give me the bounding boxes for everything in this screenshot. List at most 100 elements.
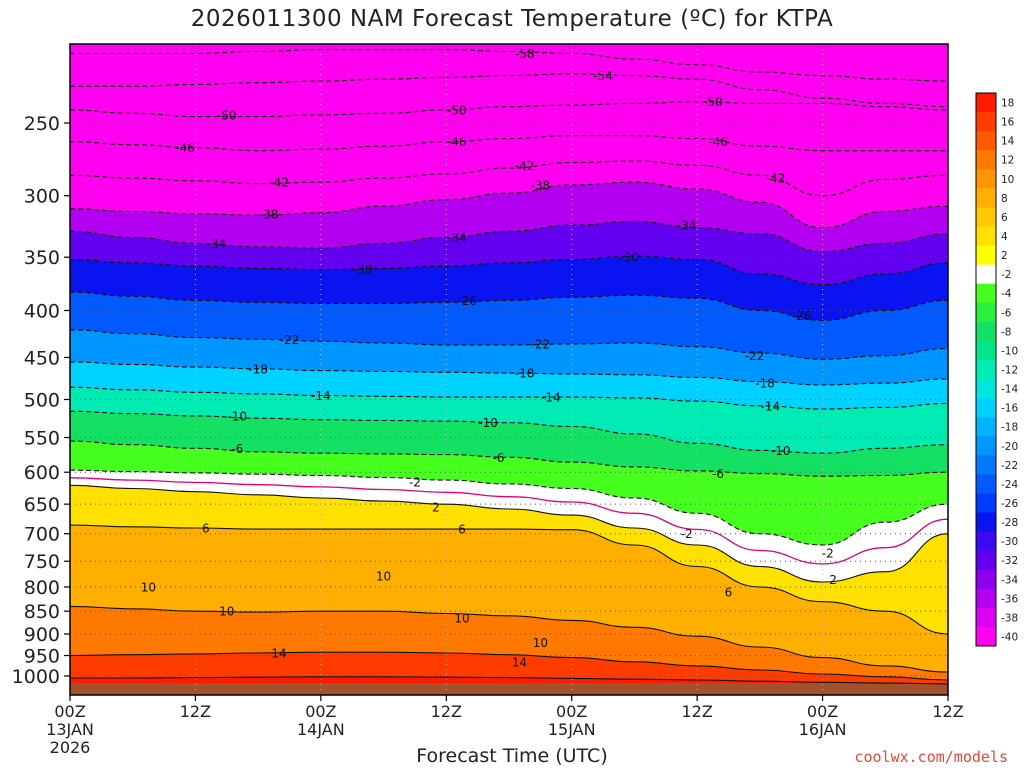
- contour-label: -46: [708, 135, 728, 149]
- colorbar-label: -26: [1001, 498, 1018, 510]
- colorbar-cell: [976, 417, 996, 437]
- x-tick-label: 16JAN: [799, 720, 847, 739]
- contour-label: -26: [457, 294, 477, 308]
- y-tick-label: 800: [24, 577, 60, 599]
- contour-label: -10: [227, 409, 247, 423]
- colorbar-cell: [976, 512, 996, 533]
- colorbar-label: -40: [1001, 631, 1018, 643]
- colorbar-label: -34: [1001, 574, 1018, 586]
- band--10: [70, 411, 948, 477]
- colorbar-cell: [976, 550, 996, 571]
- isotherm-18: [70, 676, 949, 685]
- isotherm-6: [69, 524, 949, 635]
- contour-label: -34: [447, 231, 467, 245]
- colorbar-label: 14: [1001, 136, 1015, 148]
- contour-label: 2: [432, 501, 440, 515]
- colorbar-label: -18: [1001, 422, 1018, 434]
- colorbar-cell: [976, 226, 996, 247]
- x-tick-label: 12Z: [431, 702, 462, 721]
- contour-label: 10: [141, 580, 156, 594]
- isotherm--26: [69, 291, 949, 321]
- band--46: [70, 135, 948, 196]
- contour-label: 10: [454, 612, 469, 626]
- band--18: [70, 361, 948, 409]
- contour-label: 10: [533, 636, 548, 650]
- isotherm--50: [69, 101, 949, 118]
- colorbar-label: -2: [1001, 269, 1011, 281]
- colorbar-label: 8: [1001, 193, 1008, 205]
- contour-label: 10: [219, 605, 234, 619]
- colorbar-label: -16: [1001, 403, 1018, 415]
- contour-label: -6: [493, 451, 505, 465]
- colorbar: 18 16 14 12 10 8 6 4 2 -2 -4 -6 -8 -10 -12 -14 -16 -18 -20…: [975, 92, 1018, 647]
- contour-label: -22: [745, 349, 765, 363]
- colorbar-label: -24: [1001, 479, 1018, 491]
- y-tick-label: 900: [24, 624, 60, 646]
- contour-label: -14: [541, 391, 561, 405]
- band--26: [70, 292, 948, 360]
- contour-label: -22: [531, 337, 551, 351]
- isotherm--30: [69, 255, 949, 286]
- contour-label: 2: [829, 573, 837, 587]
- colorbar-label: -12: [1001, 365, 1018, 377]
- contour-label: -30: [619, 251, 639, 265]
- x-tick-label: 13JAN: [46, 720, 94, 739]
- contour-label: -18: [248, 362, 268, 376]
- band--58: [70, 49, 948, 107]
- freezing-line: [69, 477, 949, 565]
- y-tick-label: 600: [24, 462, 60, 484]
- colorbar-cell: [976, 569, 996, 590]
- isotherm-10: [69, 605, 949, 673]
- colorbar-cell: [976, 93, 996, 113]
- colorbar-label: 10: [1001, 174, 1014, 186]
- isotherm--34: [69, 220, 949, 253]
- contour-label: 6: [202, 521, 210, 535]
- contour-label: -54: [593, 69, 613, 83]
- contour-label: -26: [792, 309, 812, 323]
- plot-frame: [69, 43, 949, 696]
- isotherm--18: [69, 361, 949, 386]
- x-tick-label: 12Z: [180, 702, 211, 721]
- contour-label: -2: [409, 476, 421, 490]
- isotherm--14: [69, 386, 949, 410]
- colorbar-label: 6: [1001, 212, 1008, 224]
- band-10: [70, 606, 948, 680]
- contour-label: -50: [703, 95, 723, 109]
- colorbar-label: -8: [1001, 326, 1011, 338]
- contour-label: -18: [515, 367, 535, 381]
- x-tick-label: 12Z: [681, 702, 712, 721]
- contour-label: 10: [376, 569, 391, 583]
- contour-label: -30: [353, 263, 373, 277]
- chart-title: 2026011300 NAM Forecast Temperature (ºC)…: [190, 6, 834, 32]
- colorbar-cell: [976, 626, 996, 647]
- x-tick-label: 00Z: [305, 702, 336, 721]
- colorbar-cell: [976, 493, 996, 514]
- colorbar-cell: [976, 436, 996, 456]
- colorbar-cell: [976, 340, 996, 361]
- x-tick-label: 00Z: [54, 702, 85, 721]
- isotherm--10: [69, 410, 949, 454]
- contour-label: -46: [447, 135, 467, 149]
- colorbar-label: -14: [1001, 384, 1018, 396]
- band--6: [70, 441, 948, 545]
- contour-label: -38: [259, 207, 279, 221]
- isotherm--46: [69, 135, 948, 152]
- contour-label: -10: [771, 444, 791, 458]
- contour-label: -10: [478, 416, 498, 430]
- contour-label: 6: [458, 523, 466, 537]
- x-axis-title: Forecast Time (UTC): [416, 745, 608, 767]
- x-tick-label: 15JAN: [548, 720, 596, 739]
- colorbar-cell: [976, 188, 996, 208]
- isotherm--2: [69, 469, 949, 546]
- colorbar-cell: [976, 455, 996, 475]
- colorbar-label: -28: [1001, 517, 1018, 529]
- y-tick-label: 1000: [12, 666, 60, 688]
- colorbar-label: 4: [1001, 231, 1008, 243]
- band--50: [70, 101, 948, 151]
- colorbar-label: -30: [1001, 536, 1018, 548]
- colorbar-frame: [975, 92, 997, 647]
- contour-label: -14: [761, 399, 781, 413]
- contour-labels: -58 -54 -50 -50 -50 -46 -46 -46 -42 -42 -42 -38 -38 -…: [141, 47, 837, 669]
